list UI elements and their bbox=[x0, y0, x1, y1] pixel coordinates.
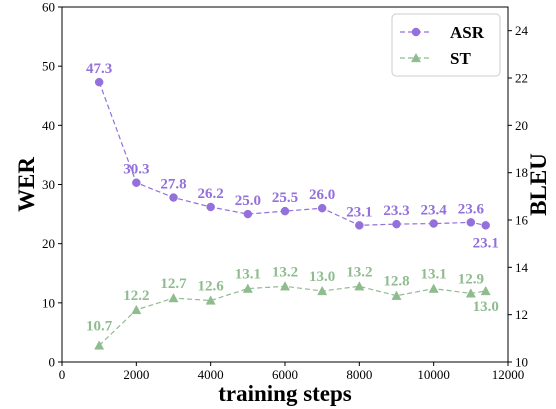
data-label-asr: 23.1 bbox=[473, 235, 499, 251]
data-label-asr: 27.8 bbox=[160, 177, 186, 193]
data-label-st: 10.7 bbox=[86, 318, 113, 334]
y-right-tick-label: 22 bbox=[515, 71, 528, 86]
x-tick-label: 10000 bbox=[417, 367, 450, 382]
data-point-asr bbox=[429, 219, 438, 228]
x-tick-label: 12000 bbox=[492, 367, 525, 382]
data-label-st: 13.2 bbox=[272, 264, 298, 280]
y-right-axis-title: BLEU bbox=[526, 153, 551, 216]
data-label-st: 13.0 bbox=[309, 269, 335, 285]
data-label-st: 12.7 bbox=[160, 276, 187, 292]
data-label-asr: 26.2 bbox=[198, 186, 224, 202]
legend-label-asr: ASR bbox=[450, 23, 485, 42]
series-line-asr bbox=[98, 81, 486, 226]
data-point-asr bbox=[481, 221, 490, 230]
y-right-tick-label: 10 bbox=[515, 355, 528, 370]
data-point-asr bbox=[206, 202, 215, 212]
data-point-st bbox=[94, 340, 105, 350]
series-line-st bbox=[98, 285, 486, 346]
y-left-tick-label: 20 bbox=[42, 236, 55, 251]
data-label-st: 13.1 bbox=[421, 267, 447, 283]
data-label-asr: 23.6 bbox=[458, 201, 485, 217]
data-label-st: 12.2 bbox=[123, 288, 149, 304]
data-label-asr: 26.0 bbox=[309, 187, 335, 203]
x-tick-label: 0 bbox=[59, 367, 66, 382]
data-label-st: 12.6 bbox=[198, 278, 225, 294]
y-right-tick-label: 24 bbox=[515, 23, 529, 38]
x-tick-label: 6000 bbox=[272, 367, 298, 382]
data-point-asr bbox=[317, 203, 327, 213]
data-label-asr: 47.3 bbox=[86, 61, 112, 77]
legend-marker-asr bbox=[411, 27, 421, 37]
y-left-tick-label: 30 bbox=[42, 177, 55, 192]
data-point-asr bbox=[132, 178, 141, 187]
data-point-st bbox=[205, 295, 216, 305]
axes: 0 2000 4000 6000 8000 10000 12000 0 10 20 30 40 50 60… bbox=[14, 0, 551, 406]
series-asr bbox=[94, 77, 490, 230]
data-point-st bbox=[480, 285, 491, 296]
data-label-asr: 23.4 bbox=[421, 203, 448, 219]
data-point-asr bbox=[466, 218, 476, 227]
data-point-asr bbox=[280, 206, 290, 216]
data-point-st bbox=[428, 283, 439, 293]
series-layer bbox=[94, 77, 491, 350]
data-point-asr bbox=[94, 77, 104, 87]
series-st bbox=[94, 281, 491, 350]
data-label-st: 13.2 bbox=[346, 264, 372, 280]
data-point-asr bbox=[169, 193, 178, 202]
data-label-st: 12.8 bbox=[383, 274, 409, 290]
legend-marker-st bbox=[410, 52, 422, 63]
x-tick-label: 2000 bbox=[123, 367, 149, 382]
x-axis-title: training steps bbox=[218, 381, 352, 406]
data-label-st: 13.1 bbox=[235, 267, 261, 283]
x-tick-label: 4000 bbox=[198, 367, 224, 382]
data-label-asr: 25.5 bbox=[272, 190, 298, 206]
data-label-asr: 30.3 bbox=[123, 162, 149, 178]
data-point-st bbox=[317, 285, 328, 296]
y-left-tick-label: 10 bbox=[42, 295, 55, 310]
y-right-tick-label: 18 bbox=[515, 165, 528, 180]
data-point-asr bbox=[355, 221, 364, 230]
data-point-st bbox=[279, 281, 291, 291]
y-right-tick-label: 14 bbox=[515, 260, 529, 275]
data-labels: 47.3 30.3 27.8 26.2 25.0 25.5 26.0 23.1 23.3 23.4… bbox=[86, 61, 499, 334]
y-left-tick-label: 0 bbox=[49, 355, 56, 370]
legend-label-st: ST bbox=[450, 49, 471, 68]
y-left-tick-label: 50 bbox=[42, 59, 55, 74]
data-point-st bbox=[354, 281, 365, 291]
y-right-tick-label: 16 bbox=[515, 213, 529, 228]
x-tick-label: 8000 bbox=[346, 367, 372, 382]
data-point-asr bbox=[243, 209, 253, 219]
y-right-tick-label: 20 bbox=[515, 118, 528, 133]
data-point-st bbox=[242, 283, 253, 293]
y-left-axis-title: WER bbox=[14, 157, 39, 212]
data-point-asr bbox=[392, 219, 401, 229]
data-label-st: 13.0 bbox=[473, 299, 499, 315]
data-label-asr: 23.1 bbox=[346, 204, 372, 220]
y-right-tick-label: 12 bbox=[515, 307, 528, 322]
data-point-st bbox=[391, 290, 402, 300]
data-label-asr: 25.0 bbox=[235, 193, 261, 209]
data-label-st: 12.9 bbox=[458, 271, 484, 287]
data-point-st bbox=[465, 288, 476, 298]
data-point-st bbox=[168, 292, 179, 303]
y-left-tick-label: 60 bbox=[42, 0, 55, 15]
legend: ASR ST bbox=[391, 13, 501, 77]
y-left-tick-label: 40 bbox=[42, 118, 55, 133]
data-label-asr: 23.3 bbox=[383, 203, 409, 219]
data-point-st bbox=[131, 304, 142, 315]
